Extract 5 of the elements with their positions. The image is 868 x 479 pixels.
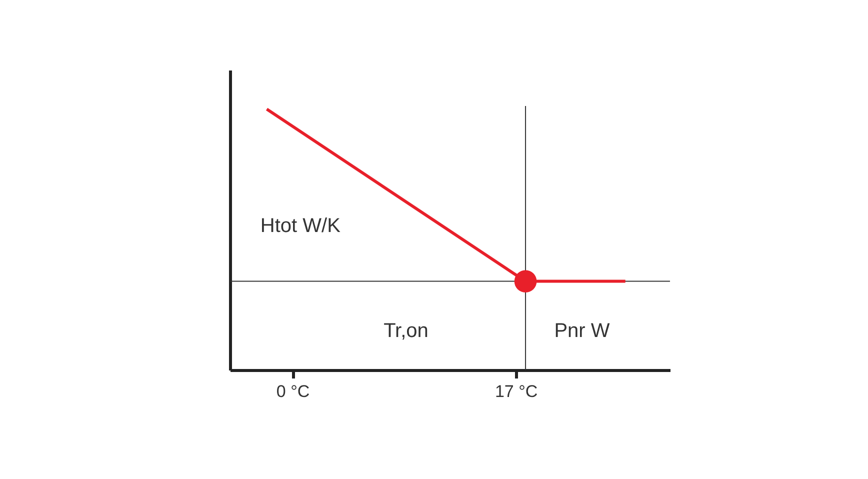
- annotation: Htot W/K: [260, 215, 342, 237]
- annotation: Tr,on: [384, 320, 428, 342]
- x-tick-label: 0 °C: [276, 382, 310, 401]
- x-tick-label: 17 °C: [494, 382, 538, 401]
- annotation: Pnr W: [554, 320, 610, 342]
